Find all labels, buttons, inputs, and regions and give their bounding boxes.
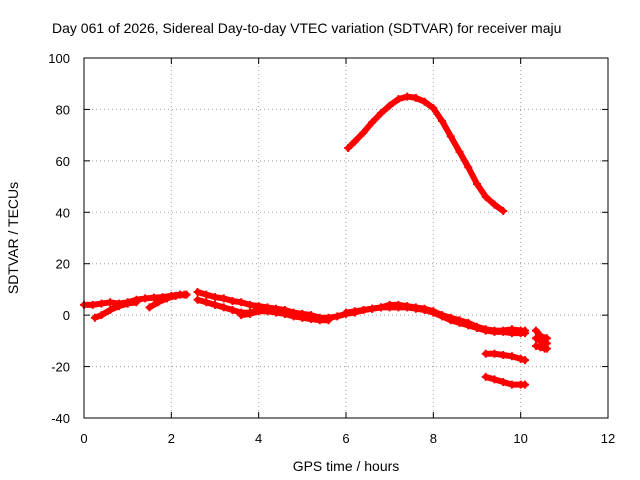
- data-trace: [465, 164, 480, 187]
- x-tick-label: 6: [342, 431, 349, 446]
- data-trace: [491, 201, 507, 214]
- series-arc-low-7: [342, 303, 530, 338]
- data-point: [324, 316, 333, 325]
- x-tick-label: 2: [168, 431, 175, 446]
- y-tick-label: 20: [56, 257, 70, 272]
- data-point: [180, 290, 189, 299]
- series-arc-bottom: [481, 372, 530, 389]
- y-tick-label: 0: [63, 308, 70, 323]
- series-arc-low-3: [145, 290, 189, 312]
- x-axis-label: GPS time / hours: [293, 458, 400, 474]
- x-tick-label: 4: [255, 431, 262, 446]
- data-marks: [80, 92, 551, 389]
- y-tick-label: 100: [48, 51, 70, 66]
- series-arc-right-3: [531, 342, 551, 353]
- y-tick-label: 60: [56, 154, 70, 169]
- x-tick-label: 8: [430, 431, 437, 446]
- series-arc-low-2: [90, 298, 141, 322]
- data-point: [542, 344, 551, 353]
- y-tick-label: -20: [51, 360, 70, 375]
- chart-grid: [84, 58, 608, 418]
- series-arc-low-6: [237, 307, 324, 323]
- x-tick-label: 10: [513, 431, 527, 446]
- data-point: [499, 207, 508, 215]
- y-axis-label: SDTVAR / TECUs: [5, 182, 21, 294]
- y-tick-label: 40: [56, 205, 70, 220]
- x-tick-label: 0: [80, 431, 87, 446]
- axis-tick-labels: 0 2 4 6 8 10 12 -40 -20 0 20 40 60 80 100: [48, 51, 615, 446]
- data-point: [132, 298, 141, 307]
- series-arc-high: [344, 92, 508, 215]
- y-tick-label: 80: [56, 102, 70, 117]
- data-point: [521, 329, 530, 338]
- x-tick-label: 12: [601, 431, 615, 446]
- data-point: [521, 356, 530, 365]
- plot-frame: [83, 57, 609, 419]
- data-point: [521, 380, 530, 389]
- y-tick-label: -40: [51, 411, 70, 426]
- chart-title: Day 061 of 2026, Sidereal Day-to-day VTE…: [52, 20, 561, 36]
- data-point: [315, 315, 324, 323]
- series-arc-mid: [481, 349, 530, 365]
